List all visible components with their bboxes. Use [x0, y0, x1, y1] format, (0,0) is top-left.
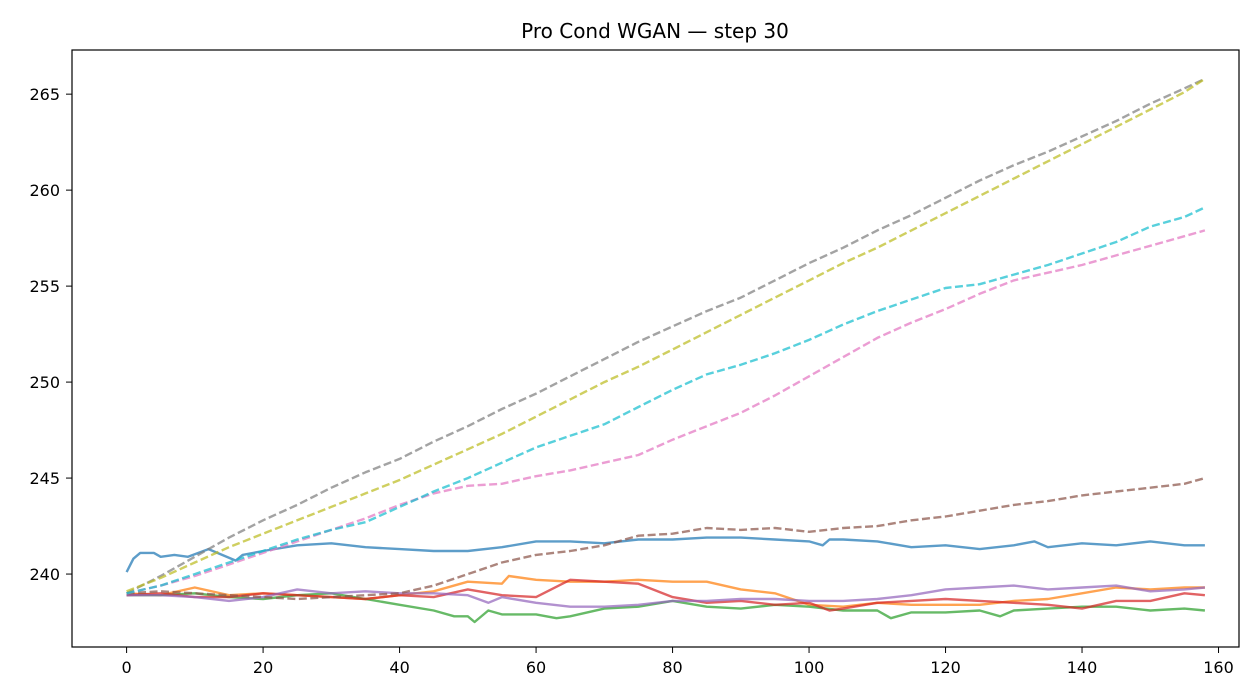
series-layer — [125, 77, 1206, 624]
series-line-9 — [126, 77, 1206, 593]
series-line-7 — [126, 229, 1206, 595]
x-tick-label: 120 — [930, 658, 961, 677]
x-tick-label: 80 — [662, 658, 682, 677]
series-line-1 — [125, 536, 1205, 573]
x-tick-label: 40 — [389, 658, 409, 677]
series-line-10 — [126, 206, 1206, 595]
y-tick-label: 250 — [29, 373, 60, 392]
y-tick-label: 255 — [29, 277, 60, 296]
y-tick-label: 265 — [29, 85, 60, 104]
y-tick-label: 260 — [29, 181, 60, 200]
series-line-5 — [126, 584, 1206, 608]
series-line-8 — [126, 77, 1206, 595]
plot-frame — [71, 49, 1240, 648]
axes: 0 20 40 60 80 100 120 140 160 240 245 250 255 260 265 — [29, 85, 1233, 677]
x-tick-label: 0 — [122, 658, 132, 677]
x-tick-label: 160 — [1203, 658, 1234, 677]
series-line-4 — [126, 578, 1206, 612]
series-line-3 — [126, 592, 1206, 624]
x-tick-label: 60 — [526, 658, 546, 677]
y-tick-label: 240 — [29, 565, 60, 584]
x-tick-label: 140 — [1067, 658, 1098, 677]
y-tick-label: 245 — [29, 469, 60, 488]
chart-title: Pro Cond WGAN — step 30 — [521, 19, 789, 43]
x-tick-label: 100 — [794, 658, 825, 677]
series-line-6 — [126, 476, 1206, 601]
x-tick-label: 20 — [253, 658, 273, 677]
